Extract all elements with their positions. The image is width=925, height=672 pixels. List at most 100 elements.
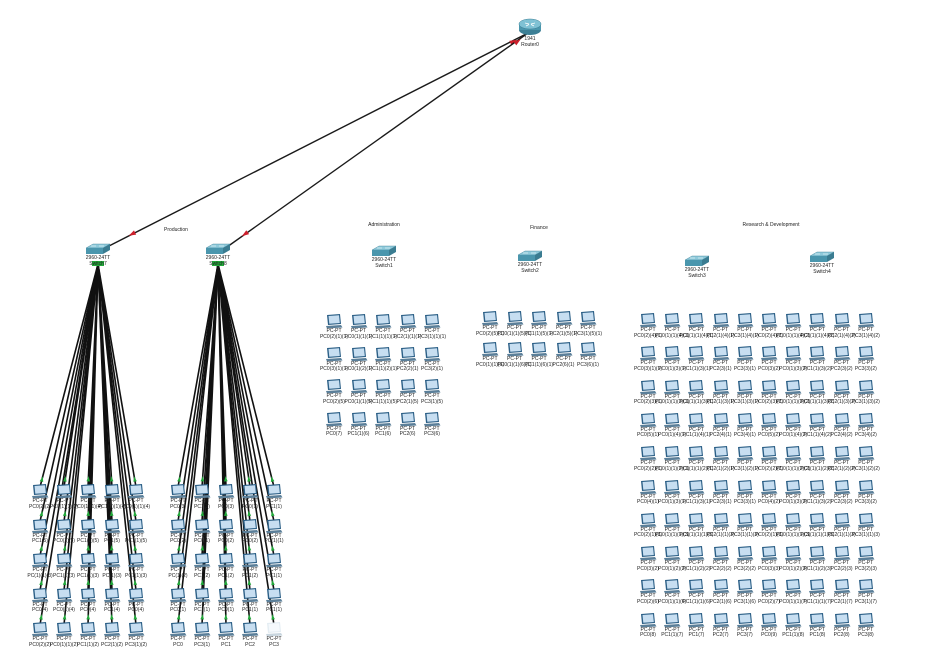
pc-device[interactable]: PC-PT PC0(1)	[237, 483, 263, 513]
switch-icon[interactable]	[371, 244, 397, 262]
pc-device[interactable]: PC-PT PC2(1)(7)	[829, 578, 855, 608]
pc-device[interactable]: PC-PT PC0(4)	[27, 587, 53, 617]
pc-device[interactable]: PC-PT PC3(1)(5)(1)	[574, 310, 602, 340]
pc-device[interactable]: PC-PT PC3(1)(3)(2)	[852, 379, 880, 409]
pc-device[interactable]: PC-PT PC0(4)(2)	[756, 479, 782, 509]
pc-device[interactable]: PC-PT PC3(8)	[853, 612, 879, 642]
pc-device[interactable]: PC-PT PC1(1)(2)(2)	[682, 545, 710, 575]
pc-device[interactable]: PC-PT PC3(3)(1)	[732, 479, 758, 509]
pc-device[interactable]: PC-PT PC2(3)(1)	[708, 345, 734, 375]
pc-device[interactable]: PC-PT PC2(1)(5)	[395, 378, 421, 408]
access-link[interactable]	[177, 263, 219, 488]
pc-device[interactable]: PC-PT PC1(1)	[261, 552, 287, 582]
pc-device[interactable]: PC-PT PC2(3)(2)	[829, 345, 855, 375]
pc-device[interactable]: PC-PT PC(1)(3)	[99, 552, 125, 582]
pc-device[interactable]: PC-PT PC0(4)	[123, 587, 149, 617]
pc-device[interactable]: PC-PT PC3(1)(2)	[123, 621, 149, 651]
pc-device[interactable]: PC-PT PC0(4)(1)	[635, 479, 661, 509]
pc-device[interactable]: PC-PT PC3(1)(3)(1)	[731, 379, 759, 409]
pc-device[interactable]: PC-PT PC0(2)(4)(2)	[755, 312, 783, 342]
pc-device[interactable]: PC-PT PC2(3)(2)	[829, 479, 855, 509]
pc-device[interactable]: PC-PT PC0(1)(3)(2)	[779, 345, 807, 375]
pc-device[interactable]: PC-PT PC(1)(2)	[165, 552, 191, 582]
pc-device[interactable]: PC-PT PC1(1)(3)(2)	[803, 479, 831, 509]
pc-device[interactable]: PC-PT PC2(1)(3)(1)	[707, 379, 735, 409]
pc-device[interactable]: PC-PT PC3(1)(4)(1)	[731, 312, 759, 342]
pc-device[interactable]: PC-PT PC0(2)(7)	[756, 578, 782, 608]
pc-device[interactable]: PC-PT PC1(1)(1)(1)	[369, 313, 397, 343]
pc-device[interactable]: PC-PT PC3(1)(1)(3)	[731, 512, 759, 542]
pc-device[interactable]: PC-PT PC1(1)(3)(1)	[682, 479, 710, 509]
router-uplink-switch8[interactable]	[226, 32, 529, 248]
pc-device[interactable]: PC-PT PC2	[237, 621, 263, 651]
pc-device[interactable]: PC-PT PC2(2)(1)	[395, 346, 421, 376]
pc-device[interactable]: PC-PT PC1(3)	[189, 483, 215, 513]
pc-device[interactable]: PC-PT PC0(2)	[165, 518, 191, 548]
pc-device[interactable]: PC-PT PC0(1)(1)(3)(1)	[655, 379, 689, 409]
pc-device[interactable]: PC-PT PC1(1)(1)(1)(3)	[679, 512, 713, 542]
pc-device[interactable]: PC-PT PC0(2)	[237, 518, 263, 548]
access-link[interactable]	[39, 263, 99, 626]
pc-device[interactable]: PC-PT PC0(1)	[213, 587, 239, 617]
pc-device[interactable]: PC-PT PC0(1)(4)	[51, 587, 77, 617]
pc-device[interactable]: PC-PT PC0(3)(3)	[756, 545, 782, 575]
pc-device[interactable]: PC-PT PC0(9)	[756, 612, 782, 642]
pc-device[interactable]: PC-PT PC2(1)(1)(3)	[828, 512, 856, 542]
pc-device[interactable]: PC-PT PC1(7)	[683, 612, 709, 642]
access-link[interactable]	[39, 263, 99, 557]
pc-device[interactable]: PC-PT PC0(3)	[213, 483, 239, 513]
pc-device[interactable]: PC-PT PC1(2)	[189, 552, 215, 582]
router-icon[interactable]	[517, 18, 543, 36]
pc-device[interactable]: PC-PT PC1	[213, 621, 239, 651]
pc-device[interactable]: PC-PT PC1(2)	[213, 552, 239, 582]
pc-device[interactable]: PC-PT PC0(5)(1)	[635, 412, 661, 442]
pc-device[interactable]: PC-PT PC0(2)	[213, 518, 239, 548]
pc-device[interactable]: PC-PT PC0(1)(1)(2)	[50, 483, 78, 513]
pc-device[interactable]: PC-PT PC3(3)(1)	[732, 345, 758, 375]
pc-device[interactable]: PC-PT PC3(1)	[189, 621, 215, 651]
pc-device[interactable]: PC-PT PC0(1)(2)(3)	[779, 545, 807, 575]
pc-device[interactable]: PC-PT PC1(1)(1)(4)(1)	[679, 312, 713, 342]
pc-device[interactable]: PC-PT PC1(1)(1)(6)	[682, 578, 710, 608]
pc-device[interactable]: PC-PT PC2(1)(1)(1)	[393, 313, 422, 343]
pc-device[interactable]: PC-PT PC0(2)(4)(1)	[634, 312, 662, 342]
pc-device[interactable]: PC-PT PC0(2)(1)(3)	[634, 512, 662, 542]
pc-device[interactable]: PC-PT PC0(2)(6)	[635, 578, 661, 608]
access-link[interactable]	[217, 263, 275, 591]
pc-device[interactable]: PC-PT PC0(1)(1)(4)(2)	[776, 312, 810, 342]
pc-device[interactable]: PC-PT PC0(4)	[75, 587, 101, 617]
access-link[interactable]	[97, 263, 137, 488]
pc-device[interactable]: PC-PT PC3(1)(6)	[732, 578, 758, 608]
pc-device[interactable]: PC-PT PC1(4)	[99, 587, 125, 617]
pc-device[interactable]: PC-PT PC0(1)(1)(2)(2)	[776, 445, 810, 475]
pc-device[interactable]: PC-PT PC0(1)(4)(1)	[658, 412, 686, 442]
pc-device[interactable]: PC-PT PC2(1)(4)(1)	[707, 312, 735, 342]
pc-device[interactable]: PC-PT PC2(7)	[708, 612, 734, 642]
pc-device[interactable]: PC-PT PC1(8)	[804, 612, 830, 642]
pc-device[interactable]: PC-PT PC2(1)(2)	[99, 621, 125, 651]
pc-device[interactable]: PC-PT PC2(6)(1)	[551, 341, 577, 371]
pc-device[interactable]: PC-PT PC1(1)	[261, 483, 287, 513]
pc-device[interactable]: PC-PT PC0(1)(4)(2)	[779, 412, 807, 442]
pc-device[interactable]: PC-PT PC1(1)(5)	[75, 518, 101, 548]
pc-device[interactable]: PC-PT PC3(3)(2)	[853, 345, 879, 375]
pc-device[interactable]: PC-PT PC2(2)(3)	[829, 545, 855, 575]
pc-device[interactable]: PC-PT PC2(1)(2)(2)	[828, 445, 856, 475]
pc-device[interactable]: PC-PT PC2(1)(4)(2)	[828, 312, 856, 342]
pc-device[interactable]: PC-PT PC1(1)(4)(2)	[803, 412, 831, 442]
pc-device[interactable]: PC-PT PC3(4)(2)	[853, 412, 879, 442]
pc-device[interactable]: PC-PT PC0(1)(1)(3)(2)	[776, 379, 810, 409]
pc-device[interactable]: PC-PT PC2(2)(2)	[708, 545, 734, 575]
pc-device[interactable]: PC-PT PC3(3)(2)	[853, 479, 879, 509]
pc-device[interactable]: PC-PT PC2(3)(1)	[708, 479, 734, 509]
pc-device[interactable]: PC-PT PC2(1)(2)(1)	[707, 445, 735, 475]
access-link[interactable]	[217, 263, 275, 557]
pc-device[interactable]: PC-PT PC1(1)(7)	[659, 612, 685, 642]
pc-device[interactable]: PC-PT PC0(2)(5)	[321, 378, 347, 408]
pc-device[interactable]: PC-PT PC1(1)	[189, 587, 215, 617]
switch-icon[interactable]	[684, 254, 710, 272]
access-link[interactable]	[217, 263, 275, 626]
pc-device[interactable]: PC-PT PC0(7)	[321, 411, 347, 441]
pc-device[interactable]: PC-PT PC3(1)(4)(2)	[852, 312, 880, 342]
pc-device[interactable]: PC-PT PC0(1)(1)(6)(1)	[497, 341, 532, 371]
